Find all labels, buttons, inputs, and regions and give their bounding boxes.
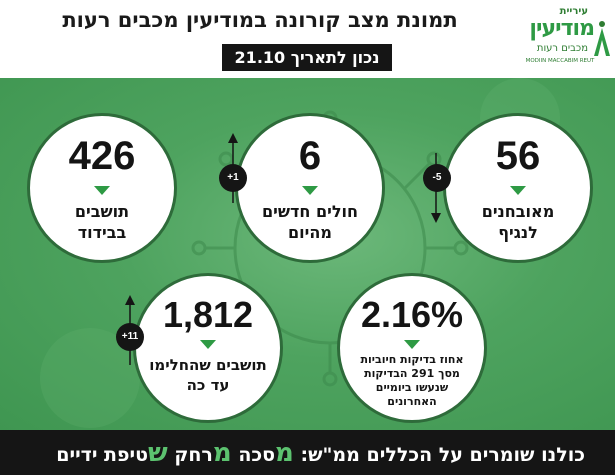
footer-word-handwash: טיפת ידיים — [56, 444, 149, 466]
stat-circle-isolation: 426 תושבים בבידוד — [27, 113, 177, 263]
page-title: תמונת מצב קורונה במודיעין מכבים רעות — [62, 8, 458, 32]
change-badge: +1 — [219, 164, 247, 192]
footer-letter-handwash: ש — [148, 438, 168, 468]
header: תמונת מצב קורונה במודיעין מכבים רעות נכו… — [0, 0, 615, 78]
stat-label-line1: אחוז בדיקות חיוביות — [360, 353, 464, 366]
footer-word-distance: רחק — [174, 444, 213, 466]
footer-prefix: כולנו שומרים על הכללים ממ"ש: — [300, 444, 586, 466]
stat-value: 1,812 — [162, 294, 254, 335]
triangle-down-icon — [200, 340, 216, 349]
stat-label-line1: תושבים שהחלימו — [149, 356, 267, 374]
stat-value: 6 — [298, 134, 322, 178]
footer-letter-mask: מ — [275, 438, 294, 468]
stat-label-line1: מאובחנים — [481, 202, 555, 221]
stat-label-line2: לנגיף — [498, 223, 538, 242]
logo-english-text: MODIIN MACCABIM REUT — [525, 58, 595, 64]
triangle-down-icon — [404, 340, 420, 349]
logo-sub-text: מכבים רעות — [536, 43, 588, 54]
stat-label-line3: שנעשו ביומיים — [375, 381, 449, 394]
stat-label-line4: האחרונים — [387, 395, 437, 408]
logo-top-text: עיריית — [559, 6, 588, 17]
stat-label-line2: עד כה — [186, 376, 230, 394]
stat-label-line1: תושבים — [74, 202, 130, 221]
footer-message: כולנו שומרים על הכללים ממ"ש: מסכה מרחק ש… — [56, 438, 585, 468]
footer-letter-distance: מ — [212, 438, 232, 468]
stat-label-line2: מסך 291 הבדיקות — [364, 367, 460, 380]
triangle-down-icon — [94, 186, 110, 195]
stat-circle-positive-rate: 2.16% אחוז בדיקות חיוביות מסך 291 הבדיקו… — [337, 273, 487, 423]
stat-circle-new-patients: 6 חולים חדשים מהיום — [235, 113, 385, 263]
stat-circle-recovered: 1,812 תושבים שהחלימו עד כה — [133, 273, 283, 423]
logo-main-text: מודיעין — [529, 16, 595, 41]
stat-value: 56 — [495, 134, 541, 178]
stats-panel: 56 מאובחנים לנגיף -5 6 חולים חדשים מהיום… — [0, 78, 615, 430]
footer-word-mask: סכה — [238, 444, 276, 466]
stat-label-line2: מהיום — [288, 223, 332, 242]
change-badge: -5 — [423, 164, 451, 192]
triangle-down-icon — [510, 186, 526, 195]
triangle-down-icon — [302, 186, 318, 195]
stat-circle-diagnosed: 56 מאובחנים לנגיף — [443, 113, 593, 263]
stat-label-line2: בבידוד — [77, 223, 127, 242]
stat-value: 2.16% — [360, 294, 464, 335]
city-logo: עיריית מודיעין מכבים רעות MODIIN MACCABI… — [520, 4, 612, 74]
stat-value: 426 — [68, 134, 136, 178]
date-badge: נכון לתאריך 21.10 — [222, 44, 392, 71]
footer-banner: כולנו שומרים על הכללים ממ"ש: מסכה מרחק ש… — [0, 430, 615, 475]
logo-mark-icon — [594, 21, 610, 56]
stat-label-line1: חולים חדשים — [262, 202, 358, 221]
change-badge: +11 — [116, 323, 144, 351]
